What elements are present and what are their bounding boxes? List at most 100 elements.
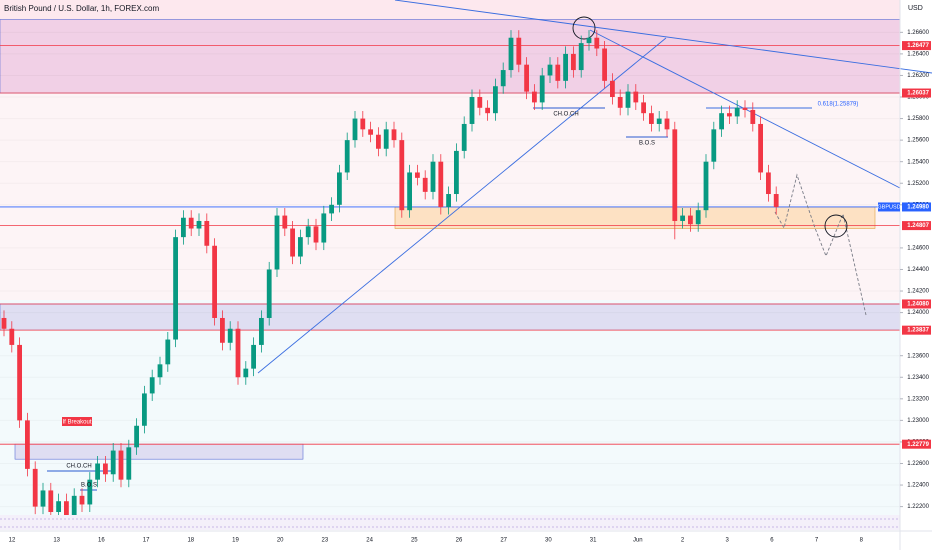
y-tick-label: 1.26400 (907, 51, 929, 57)
candle-body (719, 113, 724, 130)
x-tick-label: 16 (98, 538, 105, 544)
x-tick-label: 7 (815, 538, 819, 544)
candle-body (259, 317, 264, 345)
candle-body (1, 317, 7, 329)
candle-body (633, 91, 639, 103)
annotation: CH.O.CH (66, 464, 91, 470)
x-tick-label: 25 (411, 538, 418, 544)
y-tick-label: 1.25800 (907, 116, 929, 122)
candles (1, 30, 779, 525)
level-label: 1.23837 (907, 328, 929, 334)
candle-body (415, 172, 420, 178)
candle-body (532, 91, 537, 103)
annotation: B.O.S (639, 141, 655, 147)
zones (0, 19, 901, 460)
candle-body (656, 118, 662, 124)
candle-body (773, 194, 779, 207)
x-tick-label: 26 (456, 538, 463, 544)
candle-body (454, 150, 459, 195)
annotation: B.O.S (81, 483, 97, 489)
candle-body (110, 450, 116, 475)
candle-body (32, 468, 38, 507)
y-tick-label: 1.24600 (907, 245, 929, 251)
x-tick-label: 8 (860, 538, 864, 544)
level-label: 1.26037 (907, 91, 929, 97)
candle-body (703, 161, 709, 211)
candle-body (625, 91, 631, 108)
y-tick-label: 1.22400 (907, 483, 929, 489)
y-tick-label: 1.25400 (907, 159, 929, 165)
x-tick-label: 20 (277, 538, 284, 544)
level-label: 1.24980 (907, 205, 929, 211)
candle-body (337, 172, 342, 205)
candle-body (282, 215, 288, 229)
candle-body (87, 479, 93, 505)
y-tick-label: 1.23600 (907, 353, 929, 359)
candle-body (212, 245, 217, 318)
x-tick-label: 3 (726, 538, 730, 544)
candle-body (641, 102, 646, 114)
annotation: CH.O.CH (553, 112, 578, 118)
trend-line (394, 0, 932, 74)
candle-body (103, 463, 108, 475)
symbol-badge (878, 202, 900, 212)
y-tick-label: 1.25600 (907, 138, 929, 144)
zone (0, 303, 901, 331)
x-tick-label: 2 (681, 538, 685, 544)
candle-body (220, 317, 225, 343)
candle-body (126, 447, 132, 480)
candle-body (563, 53, 568, 81)
candle-body (360, 118, 366, 130)
level-badge (902, 439, 931, 449)
candle-body (368, 129, 373, 135)
candle-body (227, 328, 233, 343)
candle-body (508, 37, 514, 71)
candle-body (134, 425, 139, 448)
zone (0, 19, 901, 94)
y-tick-label: 1.26600 (907, 30, 929, 36)
lower-background (0, 300, 900, 515)
candle-body (586, 37, 592, 44)
candle-body (235, 328, 241, 378)
candle-body (181, 217, 186, 238)
candle-body (617, 97, 623, 108)
y-tick-label: 1.24400 (907, 267, 929, 273)
candle-body (734, 107, 740, 117)
candle-body (376, 134, 381, 149)
x-tick-label: 12 (9, 538, 16, 544)
candle-body (17, 344, 22, 421)
candle-body (313, 226, 319, 243)
chart-title: British Pound / U.S. Dollar, 1h, FOREX.c… (4, 4, 160, 13)
x-tick-label: 17 (143, 538, 150, 544)
y-axis: 1.26600 1.26400 1.26200 1.26000 1.25800 1.256… (877, 30, 931, 510)
candle-body (118, 450, 124, 480)
candle-body (500, 70, 506, 87)
candle-body (321, 213, 327, 243)
candle-body (383, 129, 389, 149)
level-badge (902, 221, 931, 231)
candle-body (539, 75, 545, 103)
candle-body (266, 269, 272, 318)
candle-body (430, 161, 436, 192)
y-axis-unit: USD (908, 5, 923, 12)
candle-body (555, 64, 561, 81)
x-tick-label: 24 (366, 538, 373, 544)
candle-body (695, 210, 701, 225)
y-tick-label: 1.26000 (907, 95, 929, 101)
highlight-circle (824, 214, 848, 238)
candle-body (649, 113, 654, 124)
candle-body (95, 463, 100, 480)
candle-body (493, 86, 498, 114)
level-label: 1.26477 (907, 43, 929, 49)
candle-body (571, 53, 576, 71)
candle-body (477, 97, 483, 108)
candle-body (305, 226, 311, 238)
y-tick-label: 1.23400 (907, 375, 929, 381)
x-tick-label: 13 (53, 538, 60, 544)
x-tick-label: 23 (322, 538, 329, 544)
level-badge (902, 41, 931, 51)
indicator-pane (0, 515, 900, 530)
candle-body (48, 490, 54, 512)
x-tick-label: Jun (633, 538, 643, 544)
